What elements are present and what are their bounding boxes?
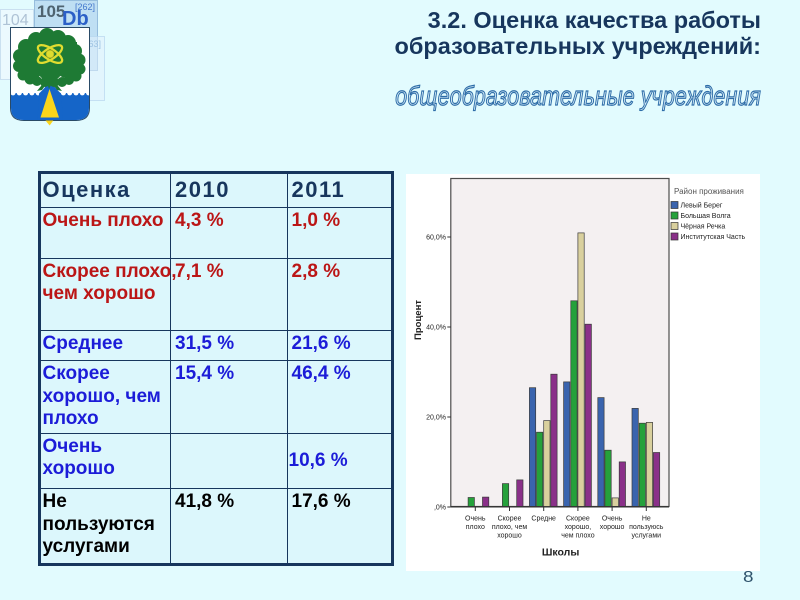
- svg-text:20,0%: 20,0%: [426, 415, 446, 422]
- svg-text:40,0%: 40,0%: [426, 325, 446, 332]
- svg-text:чем плохо: чем плохо: [561, 533, 594, 540]
- svg-text:Не: Не: [642, 516, 651, 523]
- svg-text:Левый Берег: Левый Берег: [681, 202, 723, 210]
- svg-text:Скорее: Скорее: [498, 516, 522, 523]
- svg-text:,0%: ,0%: [434, 505, 446, 512]
- svg-text:Скорее: Скорее: [566, 516, 590, 523]
- svg-text:Процент: Процент: [413, 300, 424, 340]
- svg-text:Очень: Очень: [602, 516, 623, 523]
- svg-text:Очень: Очень: [465, 516, 486, 523]
- svg-text:Средне: Средне: [531, 516, 556, 523]
- svg-text:услугами: услугами: [632, 533, 662, 540]
- svg-text:хорошо,: хорошо,: [565, 524, 592, 531]
- svg-text:пользуюсь: пользуюсь: [629, 524, 664, 531]
- svg-text:60,0%: 60,0%: [426, 235, 446, 242]
- svg-text:Большая Волга: Большая Волга: [681, 213, 731, 220]
- svg-text:хорошо: хорошо: [497, 533, 522, 540]
- svg-text:Школы: Школы: [542, 547, 579, 559]
- svg-text:плохо, чем: плохо, чем: [492, 524, 528, 531]
- svg-text:Институтская Часть: Институтская Часть: [681, 234, 746, 241]
- svg-text:Район проживания: Район проживания: [674, 187, 744, 196]
- svg-text:Чёрная Речка: Чёрная Речка: [681, 224, 726, 231]
- svg-text:плохо: плохо: [466, 524, 485, 531]
- svg-text:хорошо: хорошо: [600, 524, 625, 531]
